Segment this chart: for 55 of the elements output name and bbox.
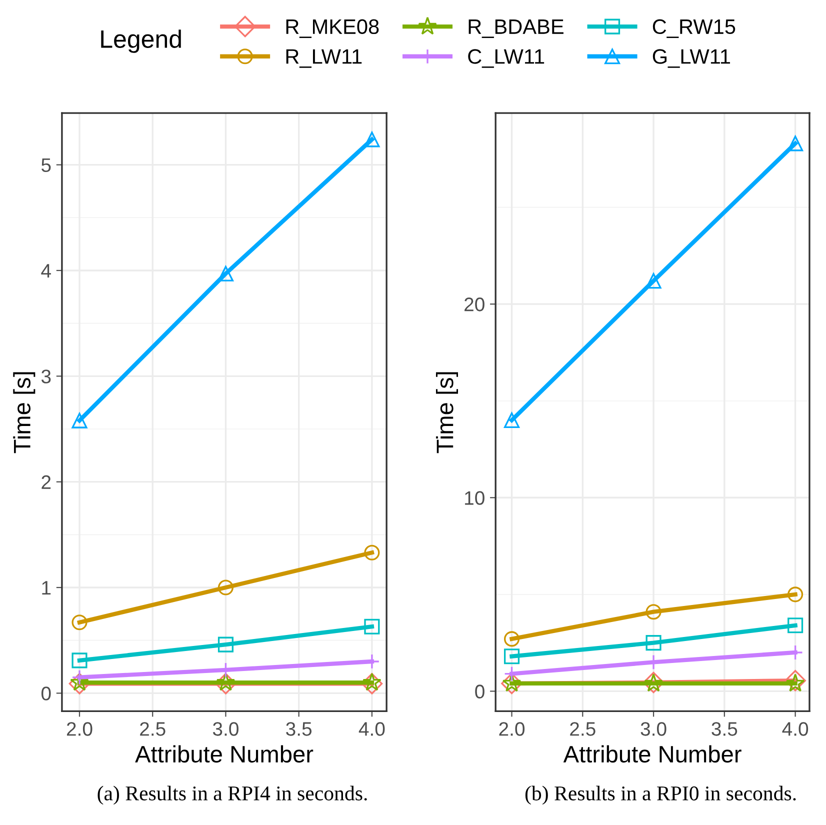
legend-label: R_BDABE [468, 20, 564, 38]
point [70, 672, 89, 691]
y-tick-label: 3 [41, 370, 51, 384]
x-tick-label: 2.5 [140, 722, 166, 736]
y-tick-label: 20 [464, 298, 484, 312]
x-axis-title: Attribute Number [135, 745, 314, 763]
text: (b) Results in a RPI0 in seconds. [525, 786, 796, 805]
point [364, 618, 380, 634]
x-tick-label: 3.5 [712, 722, 738, 736]
point [646, 635, 662, 651]
x-tick-label: 4.0 [782, 722, 808, 736]
point [504, 412, 520, 428]
x-axis-title: Attribute Number [563, 745, 742, 763]
point [72, 412, 88, 428]
x-tick-label: 3.0 [640, 722, 666, 736]
point [504, 631, 520, 647]
y-tick-label: 5 [42, 158, 51, 172]
point [72, 614, 88, 630]
legend-title: Legend [101, 30, 181, 53]
point [216, 672, 236, 691]
legend-label: R_LW11 [286, 49, 362, 68]
point [646, 604, 662, 620]
x-tick-label: 3.0 [212, 722, 238, 736]
legend-label: R_MKE08 [286, 19, 379, 38]
point [72, 652, 88, 668]
point [788, 136, 804, 152]
point [218, 636, 234, 652]
point [504, 648, 520, 664]
y-tick-label: 10 [465, 491, 484, 505]
point [788, 618, 804, 634]
y-tick-label: 0 [41, 686, 51, 700]
text: (a) Results in a RPI4 in seconds. [98, 786, 367, 805]
x-tick-label: 2.0 [499, 722, 525, 736]
point [218, 580, 234, 596]
point [364, 544, 380, 560]
point [788, 586, 804, 602]
x-tick-label: 2.0 [66, 722, 92, 736]
y-tick-label: 2 [42, 475, 51, 489]
point [646, 273, 662, 289]
y-tick-label: 4 [41, 264, 51, 278]
legend-label: G_LW11 [652, 49, 730, 68]
x-tick-label: 2.5 [570, 722, 596, 736]
legend-label: C_RW15 [652, 19, 736, 38]
y-tick-label: 0 [475, 684, 484, 698]
point [784, 670, 806, 692]
x-tick-label: 4.0 [358, 722, 385, 736]
y-tick-label: 1 [42, 581, 51, 595]
legend-label: C_LW11 [468, 49, 544, 68]
point [786, 674, 805, 692]
point [361, 673, 383, 694]
y-axis-title: Time [s] [436, 372, 458, 454]
y-axis-title: Time [s] [13, 372, 36, 454]
x-tick-label: 3.5 [286, 722, 312, 736]
point [218, 266, 234, 282]
point [364, 132, 380, 148]
